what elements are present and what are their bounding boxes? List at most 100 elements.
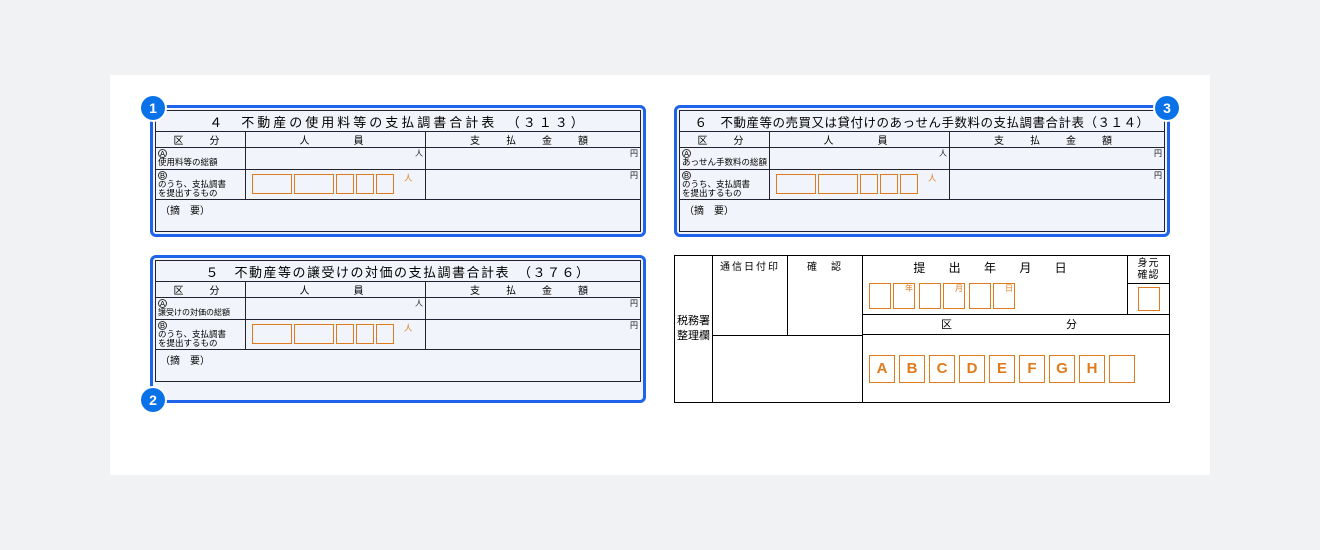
orange-box[interactable] [900, 174, 918, 194]
unit-person: 人 [415, 298, 423, 309]
orange-input-set[interactable] [776, 174, 918, 194]
unit-month: 月 [955, 283, 963, 294]
unit-person-orange: 人 [404, 172, 413, 184]
unit-person-orange: 人 [404, 322, 413, 334]
form-4-row-b: Bのうち、支払調書を提出するもの 人 円 [156, 170, 640, 200]
kubun-box-c[interactable]: C [929, 355, 955, 383]
row-a-amount[interactable]: 円 [426, 298, 640, 319]
date-box[interactable] [869, 283, 891, 309]
form-4-row-a: A使用料等の総額 人 円 [156, 148, 640, 170]
unit-person: 人 [415, 148, 423, 159]
row-a-label: A譲受けの対価の総額 [156, 298, 246, 319]
tekiyo-label: （摘 要） [156, 200, 640, 231]
date-box[interactable]: 日 [993, 283, 1015, 309]
row-b-amount[interactable]: 円 [950, 170, 1164, 199]
admin-side-label: 税務署整理欄 [675, 256, 713, 402]
admin-box: 税務署整理欄 通信日付印 確 認 提 出 年 月 日 年 [674, 255, 1170, 403]
date-title-block: 提 出 年 月 日 年 月 [863, 256, 1127, 314]
unit-yen: 円 [630, 148, 638, 159]
col-header-kubun: 区 分 [156, 132, 246, 147]
row-a-amount[interactable]: 円 [426, 148, 640, 169]
form-6-inner: ６ 不動産等の売買又は貸付けのあっせん手数料の支払調書合計表（３１４） 区 分 … [679, 110, 1165, 232]
row-a-label: Aあっせん手数料の総額 [680, 148, 770, 169]
row-b-persons[interactable]: 人 [770, 170, 950, 199]
unit-yen: 円 [630, 320, 638, 331]
col-header-kubun: 区 分 [680, 132, 770, 147]
orange-input-set[interactable] [252, 174, 394, 194]
mimoto-label: 身元確認 [1128, 256, 1169, 284]
row-b-persons[interactable]: 人 [246, 170, 426, 199]
orange-input-set[interactable] [252, 324, 394, 344]
date-box[interactable] [969, 283, 991, 309]
date-boxes[interactable]: 年 月 日 [863, 278, 1127, 314]
orange-box[interactable] [252, 174, 292, 194]
row-a-amount[interactable]: 円 [950, 148, 1164, 169]
tekiyo-label: （摘 要） [156, 350, 640, 381]
row-b-amount[interactable]: 円 [426, 320, 640, 349]
date-row: 提 出 年 月 日 年 月 [863, 256, 1169, 315]
kubun-box-g[interactable]: G [1049, 355, 1075, 383]
kubun-box-h[interactable]: H [1079, 355, 1105, 383]
form-6-header: 区 分 人 員 支 払 金 額 [680, 132, 1164, 148]
row-b-amount[interactable]: 円 [426, 170, 640, 199]
date-box[interactable]: 月 [943, 283, 965, 309]
orange-box[interactable] [294, 174, 334, 194]
kubun-box-a[interactable]: A [869, 355, 895, 383]
kubun-row: 区 分 A B C D E F G H [863, 315, 1169, 402]
row-b-persons[interactable]: 人 [246, 320, 426, 349]
orange-box[interactable] [356, 324, 374, 344]
form-box-6: 3 ６ 不動産等の売買又は貸付けのあっせん手数料の支払調書合計表（３１４） 区 … [674, 105, 1170, 237]
row-a-persons[interactable]: 人 [770, 148, 950, 169]
orange-box[interactable] [776, 174, 816, 194]
kubun-box-d[interactable]: D [959, 355, 985, 383]
kubun-box-b[interactable]: B [899, 355, 925, 383]
kubun-boxes[interactable]: A B C D E F G H [863, 335, 1169, 402]
orange-box[interactable] [356, 174, 374, 194]
row-b-l2: を提出するもの [158, 188, 218, 198]
orange-box[interactable] [818, 174, 858, 194]
mimoto-box[interactable] [1138, 287, 1160, 311]
form-box-4: 1 ４ 不動産の使用料等の支払調書合計表 （３１３） 区 分 人 員 支 払 金… [150, 105, 646, 237]
orange-box[interactable] [336, 324, 354, 344]
col-header-jin: 人 員 [246, 132, 426, 147]
callout-badge-3: 3 [1155, 96, 1179, 120]
form-5-row-a: A譲受けの対価の総額 人 円 [156, 298, 640, 320]
tsushin-label: 通信日付印 [713, 256, 788, 335]
orange-box[interactable] [336, 174, 354, 194]
orange-box[interactable] [376, 174, 394, 194]
form-5-title: ５ 不動産等の譲受けの対価の支払調書合計表 （３７６） [156, 261, 640, 282]
date-box[interactable]: 年 [893, 283, 915, 309]
row-b-label: Bのうち、支払調書を提出するもの [156, 170, 246, 199]
orange-box[interactable] [376, 324, 394, 344]
admin-right: 提 出 年 月 日 年 月 [863, 256, 1169, 402]
col-header-kubun: 区 分 [156, 282, 246, 297]
kubun-box-empty[interactable] [1109, 355, 1135, 383]
row-a-label: A使用料等の総額 [156, 148, 246, 169]
date-month-group[interactable]: 月 [919, 283, 965, 309]
kubun-box-e[interactable]: E [989, 355, 1015, 383]
orange-box[interactable] [880, 174, 898, 194]
form-5-header: 区 分 人 員 支 払 金 額 [156, 282, 640, 298]
date-box[interactable] [919, 283, 941, 309]
col-header-amount: 支 払 金 額 [426, 132, 640, 147]
date-day-group[interactable]: 日 [969, 283, 1015, 309]
col-header-amount: 支 払 金 額 [426, 282, 640, 297]
col-header-jin: 人 員 [246, 282, 426, 297]
row-a-text: 使用料等の総額 [158, 157, 218, 167]
orange-box[interactable] [860, 174, 878, 194]
row-a-persons[interactable]: 人 [246, 298, 426, 319]
admin-col2-top: 通信日付印 確 認 [713, 256, 862, 336]
sup-a: A [158, 299, 167, 308]
orange-box[interactable] [294, 324, 334, 344]
callout-badge-1: 1 [141, 96, 165, 120]
kubun-box-f[interactable]: F [1019, 355, 1045, 383]
date-year-group[interactable]: 年 [869, 283, 915, 309]
mimoto-box-wrap[interactable] [1128, 284, 1169, 314]
form-4-inner: ４ 不動産の使用料等の支払調書合計表 （３１３） 区 分 人 員 支 払 金 額… [155, 110, 641, 232]
callout-badge-2: 2 [141, 388, 165, 412]
row-a-persons[interactable]: 人 [246, 148, 426, 169]
orange-box[interactable] [252, 324, 292, 344]
form-6-row-a: Aあっせん手数料の総額 人 円 [680, 148, 1164, 170]
admin-col2-bottom[interactable] [713, 336, 862, 402]
unit-person: 人 [939, 148, 947, 159]
